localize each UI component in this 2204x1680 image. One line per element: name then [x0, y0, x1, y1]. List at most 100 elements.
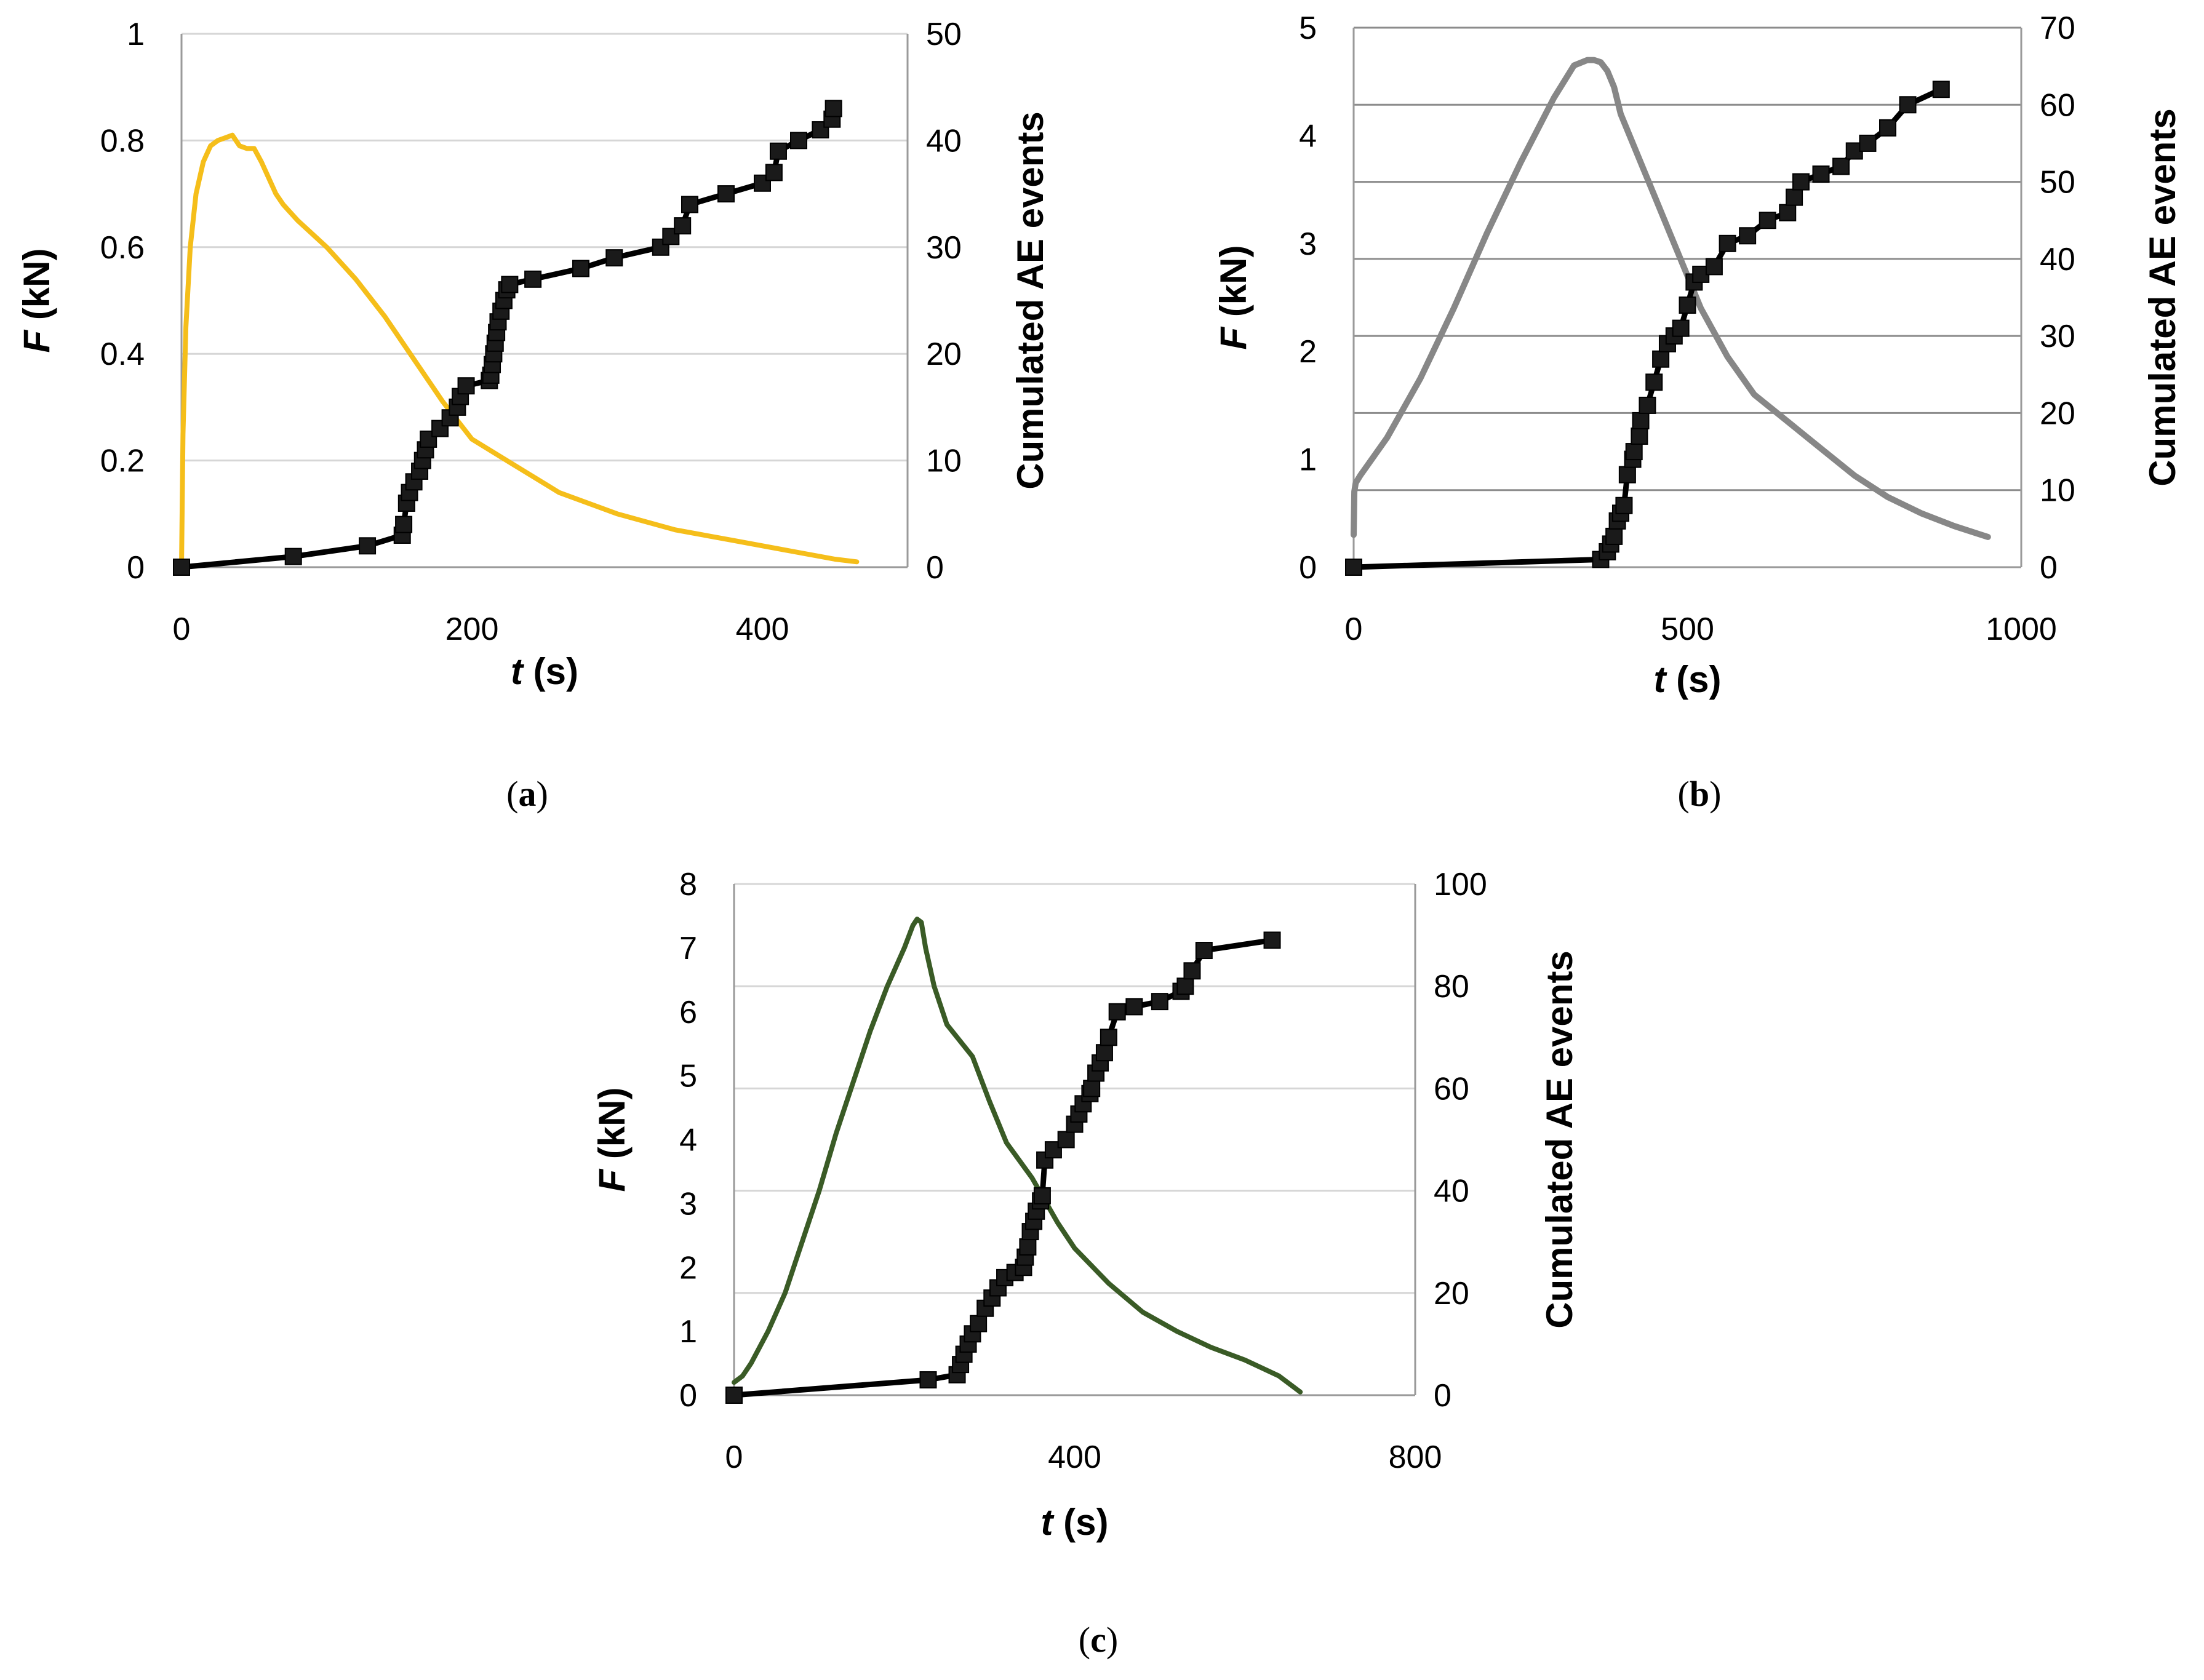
y2-axis-title: Cumulated AE events: [2142, 108, 2183, 487]
ae-data-point: [1125, 998, 1143, 1016]
x-tick-label: 0: [725, 1439, 743, 1475]
x-axis-title: t (s): [511, 651, 578, 692]
ae-data-point: [825, 100, 842, 117]
y-tick-label: 0: [127, 550, 145, 586]
ae-data-point: [1739, 227, 1757, 245]
ae-data-point: [359, 537, 377, 555]
ae-data-point: [1899, 96, 1917, 114]
ae-data-point: [1100, 1029, 1117, 1046]
y2-tick-label: 70: [2040, 10, 2075, 46]
ae-data-point: [765, 164, 783, 181]
ae-data-point: [652, 238, 669, 256]
y-tick-label: 0.4: [100, 336, 145, 372]
ae-data-point: [1792, 173, 1810, 191]
y2-tick-label: 60: [2040, 87, 2075, 123]
y2-tick-label: 30: [2040, 319, 2075, 354]
ae-data-point: [1151, 993, 1168, 1011]
y2-tick-label: 40: [1434, 1174, 1469, 1209]
ae-data-point: [1618, 466, 1636, 484]
ae-data-point: [457, 377, 475, 395]
panel-caption: (a): [506, 774, 548, 814]
ae-data-point: [572, 260, 589, 277]
ae-data-point: [725, 1387, 743, 1404]
y-tick-label: 4: [679, 1123, 697, 1158]
y-tick-label: 1: [1299, 442, 1317, 478]
y2-axis-title: Cumulated AE events: [1539, 950, 1580, 1329]
ae-data-point: [1625, 443, 1643, 461]
ae-data-point: [1083, 1080, 1101, 1097]
x-tick-label: 800: [1389, 1439, 1442, 1475]
x-tick-label: 400: [736, 611, 789, 647]
y2-tick-label: 40: [2040, 242, 2075, 277]
x-tick-label: 400: [1048, 1439, 1101, 1475]
y-axis-title: F (kN): [16, 249, 57, 353]
x-tick-label: 500: [1661, 611, 1714, 647]
y-tick-label: 2: [1299, 334, 1317, 370]
ae-data-point: [1605, 527, 1623, 545]
ae-data-point: [1263, 931, 1281, 949]
ae-data-point: [1095, 1044, 1113, 1062]
ae-data-point: [420, 430, 437, 448]
ae-series-line: [733, 937, 1273, 1398]
y-tick-label: 0: [1299, 550, 1317, 586]
ae-data-point: [173, 559, 190, 576]
force-series-line: [732, 917, 1303, 1395]
ae-data-point: [1176, 977, 1194, 995]
y-axis-title: F (kN): [591, 1088, 633, 1192]
ae-data-point: [1183, 962, 1201, 980]
y2-tick-label: 40: [926, 123, 962, 159]
ae-series-line: [181, 108, 837, 570]
y-tick-label: 6: [679, 995, 697, 1030]
ae-data-point: [1759, 212, 1776, 229]
ae-data-point: [754, 174, 771, 192]
y-tick-label: 1: [679, 1314, 697, 1350]
y-tick-label: 0.8: [100, 123, 145, 159]
ae-data-point: [919, 1371, 937, 1389]
ae-data-point: [1812, 165, 1830, 183]
y-tick-label: 4: [1299, 118, 1317, 154]
ae-data-point: [1195, 942, 1213, 960]
y2-tick-label: 100: [1434, 867, 1487, 902]
y2-tick-label: 0: [926, 550, 944, 586]
ae-data-point: [501, 276, 519, 293]
ae-data-point: [1705, 258, 1723, 276]
y-tick-label: 0: [679, 1378, 697, 1414]
y-tick-label: 3: [679, 1186, 697, 1222]
ae-data-point: [970, 1315, 988, 1332]
x-tick-label: 1000: [1986, 611, 2057, 647]
y2-tick-label: 10: [926, 444, 962, 479]
y2-tick-label: 20: [2040, 396, 2075, 431]
ae-data-point: [284, 547, 302, 565]
y-tick-label: 5: [679, 1059, 697, 1094]
ae-data-point: [1859, 134, 1877, 152]
y-tick-label: 3: [1299, 226, 1317, 262]
ae-data-point: [1057, 1131, 1075, 1149]
y-tick-label: 2: [679, 1250, 697, 1286]
ae-data-point: [605, 249, 623, 267]
y-tick-label: 7: [679, 931, 697, 966]
ae-data-point: [1679, 297, 1696, 314]
x-axis-title: t (s): [1041, 1502, 1109, 1543]
ae-data-point: [790, 132, 807, 149]
x-tick-label: 0: [173, 611, 191, 647]
y2-tick-label: 60: [1434, 1071, 1469, 1107]
y2-tick-label: 20: [926, 336, 962, 372]
ae-data-point: [1779, 204, 1797, 221]
ae-data-point: [1879, 119, 1896, 137]
ae-data-point: [1033, 1187, 1051, 1204]
ae-data-point: [1672, 319, 1690, 337]
y2-tick-label: 50: [2040, 165, 2075, 201]
ae-data-point: [1019, 1238, 1037, 1256]
y2-axis-title: Cumulated AE events: [1010, 111, 1051, 490]
y2-tick-label: 20: [1434, 1276, 1469, 1312]
ae-data-point: [1345, 559, 1362, 576]
ae-data-point: [1932, 81, 1950, 98]
ae-data-point: [524, 270, 542, 288]
ae-data-point: [662, 228, 680, 245]
y-tick-label: 0.2: [100, 444, 145, 479]
panel-caption: (b): [1678, 774, 1722, 814]
